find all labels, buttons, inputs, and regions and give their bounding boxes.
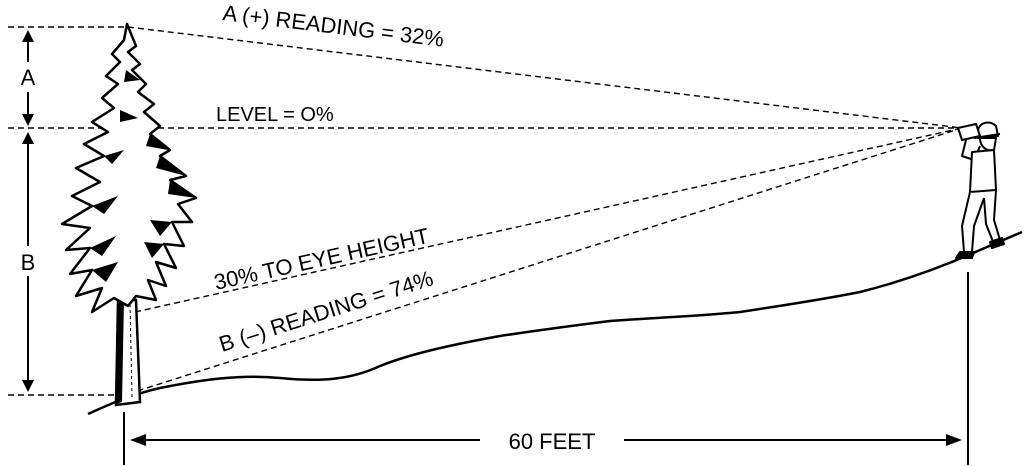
sight-line-to-base: [127, 127, 963, 395]
marker-b: B: [21, 250, 36, 275]
ground-slope: [87, 230, 1023, 416]
sight-line-to-top: [127, 26, 963, 129]
sight-line-to-eye-height: [134, 127, 963, 313]
a-reading-label: A (+) READING = 32%: [221, 0, 445, 52]
distance-arrow: [130, 434, 962, 446]
tree: [60, 22, 198, 407]
marker-a: A: [21, 65, 36, 90]
distance-label: 60 FEET: [509, 429, 596, 454]
observer: [955, 121, 1005, 259]
level-label: LEVEL = O%: [216, 104, 334, 126]
